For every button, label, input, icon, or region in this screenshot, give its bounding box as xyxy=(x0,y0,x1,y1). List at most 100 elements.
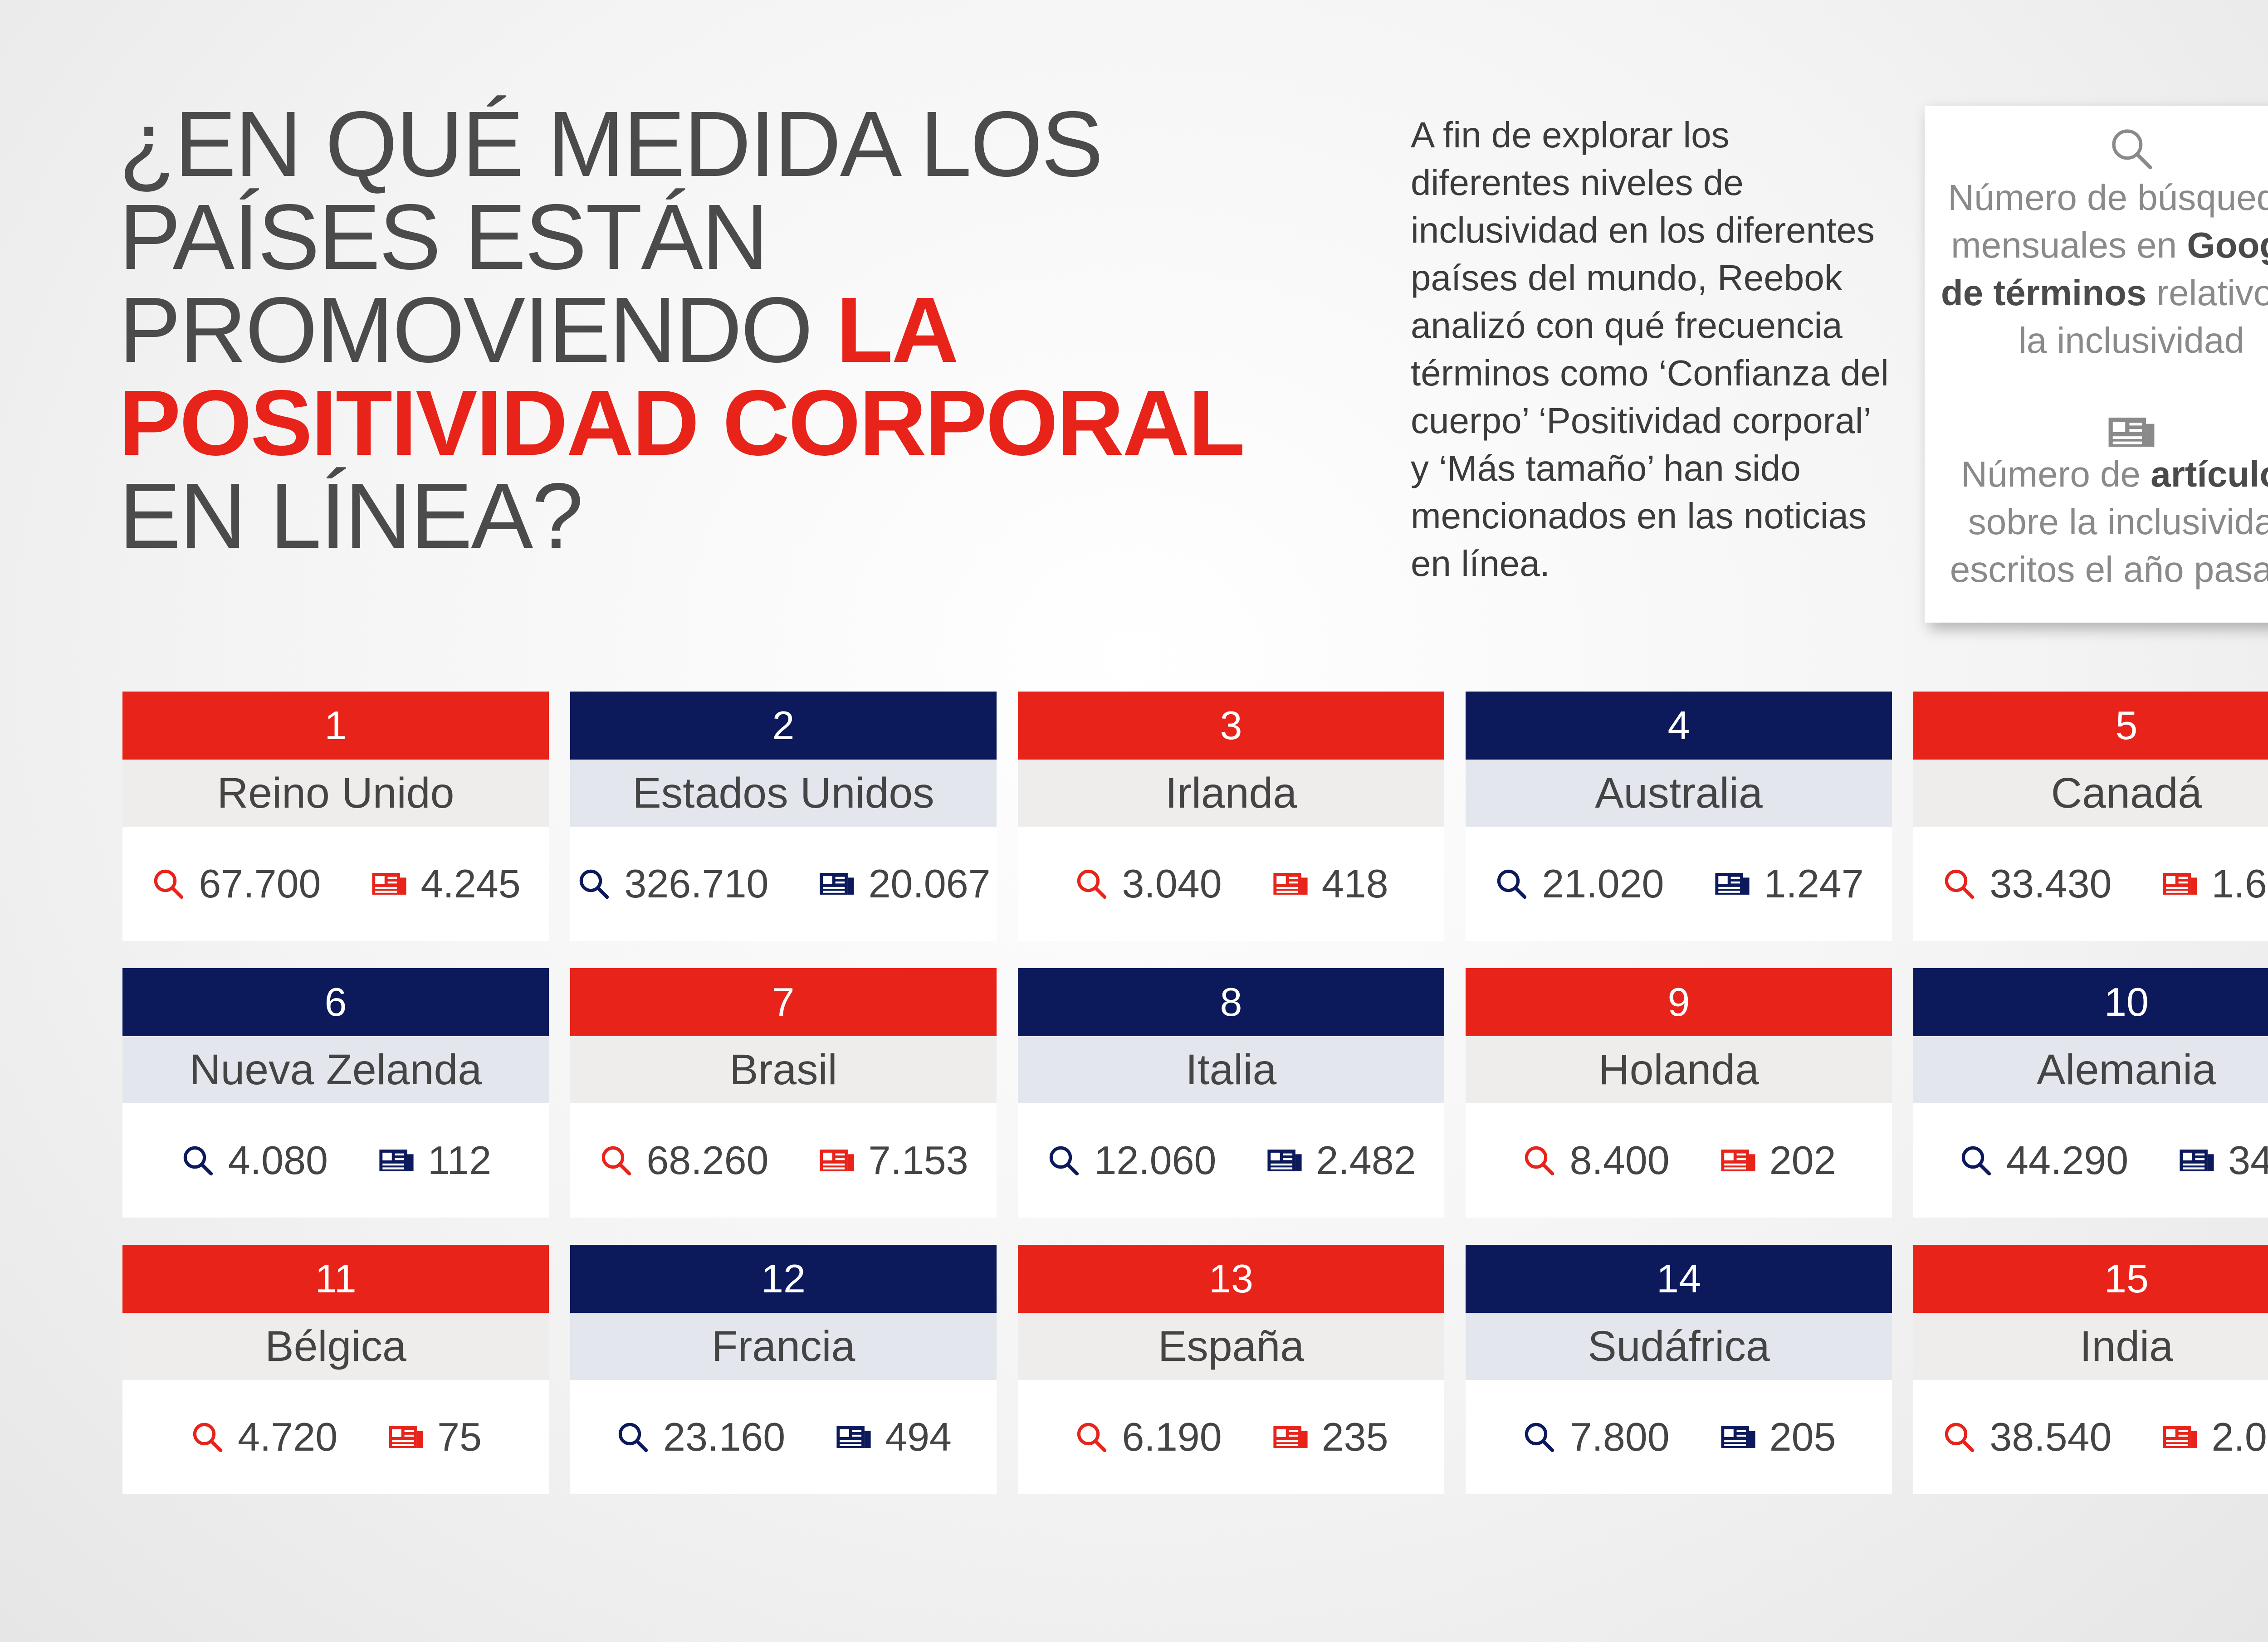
country-name: Irlanda xyxy=(1018,760,1444,827)
country-stats: 21.020 1.247 xyxy=(1466,827,1892,941)
country-name: Australia xyxy=(1466,760,1892,827)
search-icon xyxy=(602,1146,631,1176)
country-name: India xyxy=(1913,1313,2268,1380)
legend-searches-bold: Google de términos xyxy=(1941,225,2268,313)
country-card: 1 Reino Unido 67.700 xyxy=(122,692,549,941)
search-icon xyxy=(1525,1146,1554,1176)
country-grid: 1 Reino Unido 67.700 xyxy=(122,692,2268,1494)
newspaper-icon xyxy=(1273,873,1308,895)
searches-value: 7.800 xyxy=(1569,1414,1670,1459)
articles-value: 2.087 xyxy=(2211,1414,2268,1459)
search-icon xyxy=(1077,869,1107,899)
title-highlight: LA POSITIVIDAD CORPORAL xyxy=(119,278,1245,475)
search-icon xyxy=(1525,1423,1554,1452)
searches-value: 44.290 xyxy=(2006,1138,2129,1183)
rank-badge: 2 xyxy=(570,692,997,760)
newspaper-icon xyxy=(1721,1426,1755,1448)
searches-stat: 21.020 xyxy=(1494,861,1664,907)
page-title: ¿EN QUÉ MEDIDA LOS PAÍSES ESTÁN PROMOVIE… xyxy=(119,97,1344,562)
articles-stat: 75 xyxy=(387,1414,482,1460)
searches-stat: 38.540 xyxy=(1941,1414,2112,1460)
searches-value: 3.040 xyxy=(1122,861,1222,906)
rank-badge: 7 xyxy=(570,968,997,1036)
searches-value: 21.020 xyxy=(1542,861,1664,906)
searches-value: 6.190 xyxy=(1122,1414,1222,1459)
country-stats: 67.700 4.245 xyxy=(122,827,549,941)
search-icon xyxy=(1945,869,1975,899)
search-icon xyxy=(154,869,184,899)
country-name: España xyxy=(1018,1313,1444,1380)
articles-value: 1.607 xyxy=(2211,861,2268,906)
articles-stat: 494 xyxy=(835,1414,952,1460)
searches-stat: 33.430 xyxy=(1941,861,2112,907)
country-stats: 4.720 75 xyxy=(122,1380,549,1494)
articles-value: 75 xyxy=(437,1414,482,1459)
country-card: 8 Italia 12.060 2.4 xyxy=(1018,968,1444,1218)
newspaper-icon xyxy=(2163,873,2198,895)
country-stats: 7.800 205 xyxy=(1466,1380,1892,1494)
rank-badge: 9 xyxy=(1466,968,1892,1036)
searches-value: 326.710 xyxy=(624,861,769,906)
search-icon xyxy=(2112,129,2152,170)
articles-value: 1.247 xyxy=(1764,861,1864,906)
articles-stat: 112 xyxy=(378,1137,491,1184)
country-stats: 6.190 235 xyxy=(1018,1380,1444,1494)
country-name: Reino Unido xyxy=(122,760,549,827)
searches-stat: 12.060 xyxy=(1046,1137,1216,1184)
searches-value: 23.160 xyxy=(663,1414,786,1459)
searches-value: 4.720 xyxy=(237,1414,338,1459)
legend-box: Número de búsquedas mensuales en Google … xyxy=(1925,106,2268,623)
country-stats: 12.060 2.482 xyxy=(1018,1103,1444,1218)
country-card: 7 Brasil 68.260 7.1 xyxy=(570,968,997,1218)
articles-value: 235 xyxy=(1321,1414,1388,1459)
articles-value: 202 xyxy=(1769,1138,1836,1183)
searches-stat: 4.720 xyxy=(190,1414,337,1460)
legend-articles-pre: Número de xyxy=(1961,454,2151,494)
search-icon xyxy=(580,869,609,899)
articles-stat: 2.482 xyxy=(1266,1137,1416,1184)
newspaper-icon xyxy=(379,1150,414,1171)
articles-stat: 342 xyxy=(2178,1137,2268,1184)
country-name: Sudáfrica xyxy=(1466,1313,1892,1380)
newspaper-icon xyxy=(836,1426,871,1448)
legend-articles-bold: artículos xyxy=(2151,454,2268,494)
articles-value: 4.245 xyxy=(420,861,521,906)
title-part-2: EN LÍNEA? xyxy=(119,464,583,568)
search-icon xyxy=(1497,869,1527,899)
searches-stat: 7.800 xyxy=(1521,1414,1670,1460)
country-card: 6 Nueva Zelanda 4.080 xyxy=(122,968,549,1218)
rank-badge: 13 xyxy=(1018,1245,1444,1313)
search-icon xyxy=(193,1423,223,1452)
country-stats: 38.540 2.087 xyxy=(1913,1380,2268,1494)
articles-stat: 7.153 xyxy=(818,1137,968,1184)
title-part-1: ¿EN QUÉ MEDIDA LOS PAÍSES ESTÁN PROMOVIE… xyxy=(119,92,1103,382)
country-card: 5 Canadá 33.430 1.6 xyxy=(1913,692,2268,941)
country-stats: 3.040 418 xyxy=(1018,827,1444,941)
country-card: 3 Irlanda 3.040 418 xyxy=(1018,692,1444,941)
articles-stat: 4.245 xyxy=(371,861,521,907)
searches-stat: 68.260 xyxy=(598,1137,768,1184)
rank-badge: 5 xyxy=(1913,692,2268,760)
country-stats: 326.710 20.067 xyxy=(570,827,997,941)
newspaper-icon xyxy=(1273,1426,1308,1448)
rank-badge: 12 xyxy=(570,1245,997,1313)
country-name: Estados Unidos xyxy=(570,760,997,827)
searches-stat: 8.400 xyxy=(1521,1137,1670,1184)
intro-text: A fin de explorar los diferentes niveles… xyxy=(1411,115,1889,584)
newspaper-icon xyxy=(2180,1150,2214,1171)
searches-value: 38.540 xyxy=(1989,1414,2112,1459)
country-name: Nueva Zelanda xyxy=(122,1036,549,1103)
legend-searches-post: relativos a la inclusividad xyxy=(2018,273,2268,361)
search-icon xyxy=(1945,1423,1975,1452)
country-name: Bélgica xyxy=(122,1313,549,1380)
country-stats: 44.290 342 xyxy=(1913,1103,2268,1218)
searches-value: 4.080 xyxy=(228,1138,328,1183)
articles-stat: 1.607 xyxy=(2161,861,2268,907)
searches-value: 12.060 xyxy=(1094,1138,1217,1183)
newspaper-icon xyxy=(1715,873,1750,895)
searches-value: 33.430 xyxy=(1989,861,2112,906)
country-stats: 68.260 7.153 xyxy=(570,1103,997,1218)
articles-stat: 20.067 xyxy=(818,861,991,907)
newspaper-icon xyxy=(372,873,407,895)
country-name: Brasil xyxy=(570,1036,997,1103)
